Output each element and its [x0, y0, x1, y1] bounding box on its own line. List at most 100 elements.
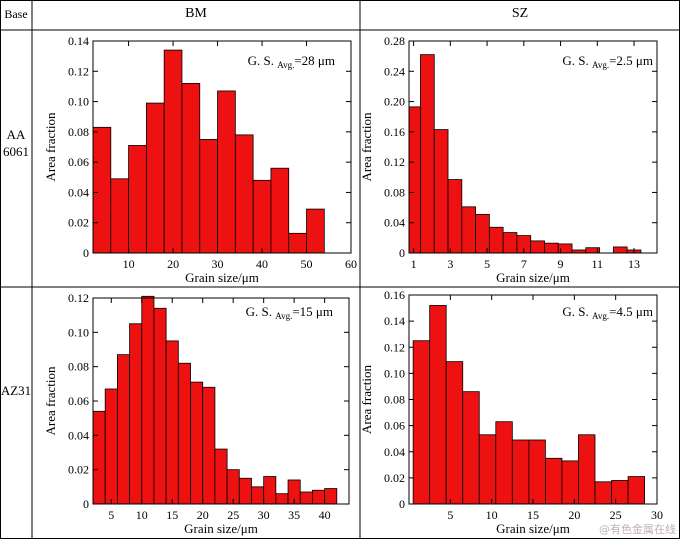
histogram-bar	[92, 410, 106, 505]
y-tick-label: 0.04	[68, 185, 89, 199]
x-tick-label: 11	[592, 257, 604, 271]
y-tick-label: 0.12	[384, 155, 405, 169]
histogram-bar	[226, 469, 240, 505]
histogram-bar	[408, 106, 421, 254]
x-tick-label: 15	[527, 508, 539, 522]
y-tick-label: 0.04	[384, 445, 405, 459]
y-tick-label: 0.06	[68, 394, 89, 408]
y-tick-label: 0.06	[384, 419, 405, 433]
plot-frame	[408, 40, 658, 254]
y-tick-label: 0.08	[384, 185, 405, 199]
x-tick-label: 15	[166, 508, 178, 522]
y-tick-label: 0.14	[68, 34, 89, 48]
histogram-bar	[495, 421, 513, 505]
x-tick-label: 9	[558, 257, 564, 271]
y-axis-label: Area fraction	[361, 365, 374, 434]
x-axis-label: Grain size/μm	[185, 270, 259, 285]
x-tick-label: 3	[447, 257, 453, 271]
histogram-bar	[530, 240, 545, 254]
x-tick-label: 50	[301, 257, 313, 271]
histogram-bar	[478, 434, 497, 505]
histogram-bar	[412, 340, 431, 505]
histogram-bar	[252, 179, 272, 254]
histogram-bar	[163, 49, 183, 254]
histogram-bar	[594, 481, 612, 505]
histogram-bar	[190, 381, 204, 505]
histogram-bar	[275, 493, 289, 505]
histogram-az31-bm: 0 0.02 0.04 0.06 0.08 0.10 0.12 5 10 15 20 25 30 35 40…	[43, 291, 350, 536]
x-tick-label: 25	[227, 508, 239, 522]
y-tick-label: 0.02	[384, 471, 405, 485]
x-tick-label: 1	[411, 257, 417, 271]
histogram-bar	[544, 242, 559, 254]
histogram-bar	[153, 307, 167, 505]
y-tick-label: 0	[399, 497, 405, 511]
histogram-bar	[202, 386, 216, 505]
histogram-bar	[561, 460, 579, 505]
row-header-6061: 6061	[3, 144, 29, 159]
y-tick-label: 0	[83, 246, 89, 260]
y-tick-label: 0.12	[384, 340, 405, 354]
y-tick-label: 0.08	[68, 125, 89, 139]
histogram-bar	[299, 491, 313, 505]
y-tick-label: 0.28	[384, 34, 405, 48]
y-tick-label: 0.16	[384, 125, 405, 139]
histogram-bar	[238, 477, 252, 505]
y-tick-label: 0.02	[68, 463, 89, 477]
y-axis-label: Area fraction	[43, 112, 58, 181]
histogram-bar	[92, 126, 112, 254]
histogram-bar	[234, 134, 254, 254]
avg-grain-size-annotation: G. S. Avg.=2.5 μm	[562, 53, 653, 70]
y-tick-label: 0.08	[384, 393, 405, 407]
histogram-bar	[461, 206, 476, 254]
histogram-bar	[128, 145, 147, 254]
histogram-bar	[145, 102, 165, 254]
x-tick-label: 7	[521, 257, 527, 271]
avg-grain-size-annotation: G. S. Avg.=4.5 μm	[562, 304, 653, 321]
y-tick-label: 0.04	[68, 428, 89, 442]
histogram-bar	[528, 439, 546, 505]
y-tick-label: 0.10	[68, 325, 89, 339]
x-tick-label: 13	[628, 257, 640, 271]
plot-frame	[92, 40, 352, 254]
histogram-bar	[288, 232, 307, 254]
histogram-bar	[447, 179, 463, 254]
histogram-bar	[177, 362, 191, 505]
histogram-aa6061-bm: 0 0.02 0.04 0.06 0.08 0.10 0.12 0.14 10 20 30 40 50 6…	[43, 34, 357, 285]
avg-grain-size-annotation: G. S. Avg.=15 μm	[246, 304, 333, 321]
x-tick-label: 25	[610, 508, 622, 522]
histogram-bar	[420, 54, 435, 254]
y-tick-label: 0.10	[68, 95, 89, 109]
histogram-bar	[627, 476, 646, 505]
histogram-bar	[612, 246, 628, 254]
histogram-bar	[214, 448, 228, 505]
y-tick-label: 0.20	[384, 95, 405, 109]
histogram-bar	[110, 178, 129, 254]
histogram-bar	[429, 305, 447, 505]
histogram-bar	[129, 323, 143, 505]
row-header-aa: AA	[6, 127, 26, 142]
x-tick-label: 35	[288, 508, 300, 522]
x-tick-label: 20	[197, 508, 209, 522]
x-axis-label: Grain size/μm	[496, 521, 570, 536]
histogram-bar	[502, 232, 518, 254]
x-tick-label: 20	[568, 508, 580, 522]
x-tick-label: 30	[212, 257, 224, 271]
histogram-bar	[251, 486, 265, 505]
histogram-bar	[544, 457, 563, 505]
x-tick-label: 40	[319, 508, 331, 522]
histogram-bar	[462, 391, 480, 505]
histogram-bar	[270, 167, 290, 254]
histogram-az31-sz: 0 0.02 0.04 0.06 0.08 0.10 0.12 0.14 0.16 5 10 15 20…	[361, 288, 663, 536]
row-header-aa6061: AA 6061	[0, 126, 32, 160]
y-tick-label: 0.14	[384, 314, 405, 328]
histogram-bar	[217, 90, 236, 254]
histogram-bar	[181, 83, 201, 254]
x-tick-label: 10	[136, 508, 148, 522]
x-tick-label: 30	[651, 508, 663, 522]
y-tick-label: 0	[399, 246, 405, 260]
y-tick-label: 0.08	[68, 360, 89, 374]
avg-grain-size-annotation: G. S. Avg.=28 μm	[248, 53, 335, 70]
histogram-bar	[116, 354, 130, 505]
y-tick-label: 0.10	[384, 366, 405, 380]
